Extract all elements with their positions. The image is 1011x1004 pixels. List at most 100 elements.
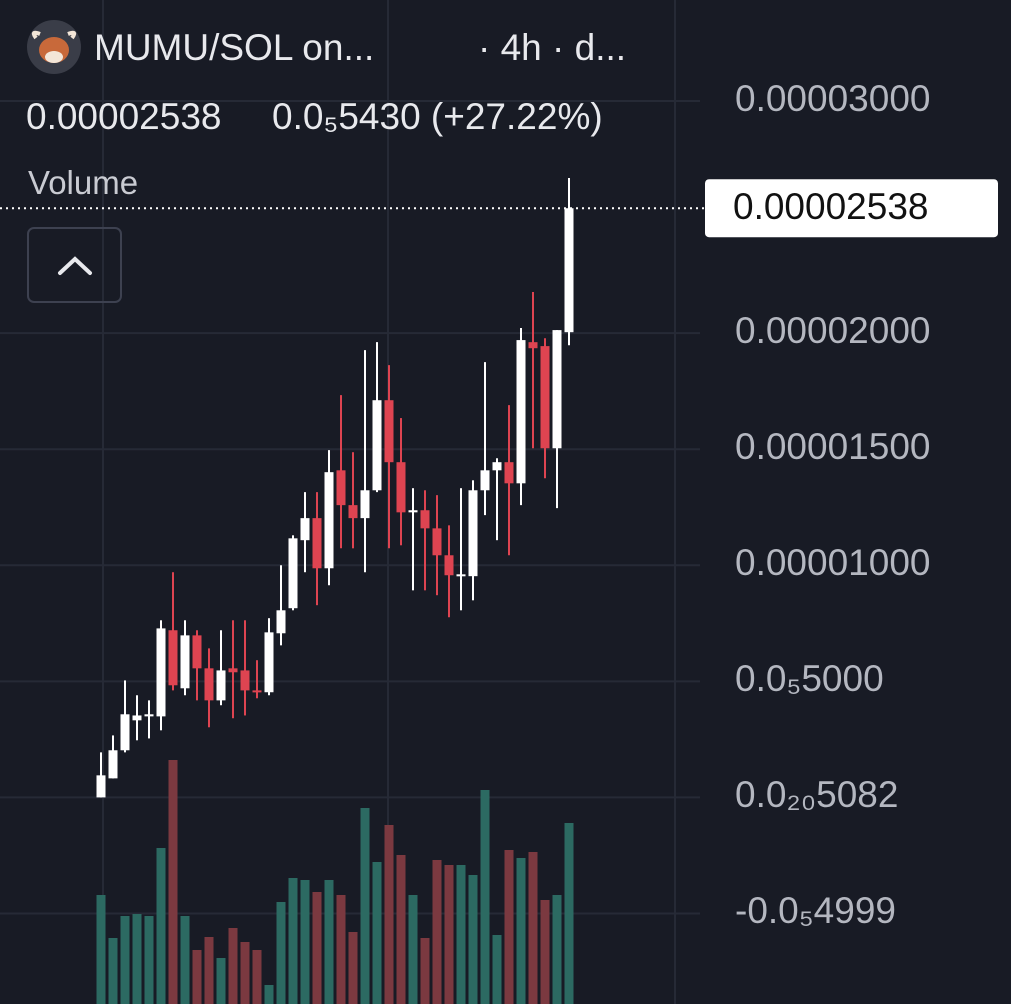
volume-bar (108, 938, 118, 1004)
volume-bar (564, 823, 574, 1004)
volume-bar (156, 848, 166, 1004)
volume-bar (204, 937, 214, 1004)
candle-body (528, 342, 538, 349)
candle-body (504, 462, 514, 484)
candle-body (120, 714, 130, 751)
candle-body (96, 775, 106, 798)
candle-body (468, 490, 478, 577)
volume-bar (180, 916, 190, 1004)
candle-body (372, 400, 382, 491)
last-price-label: 0.00002538 (733, 186, 928, 227)
candle-body (276, 610, 286, 634)
volume-bar (336, 895, 346, 1004)
volume-bar (408, 895, 418, 1004)
volume-bar (396, 855, 406, 1004)
volume-bar (384, 825, 394, 1004)
plot (0, 99, 705, 1004)
volume-bar (360, 808, 370, 1004)
candle-body (144, 714, 154, 717)
volume-bar (240, 942, 250, 1004)
candle-body (552, 330, 562, 449)
candle-body (540, 346, 550, 449)
last-price: 0.00002538 (26, 96, 221, 137)
volume-bar (96, 895, 106, 1004)
volume-bar (300, 880, 310, 1004)
candle-body (288, 538, 298, 609)
volume-bar (348, 932, 358, 1004)
interval: · 4h · d... (478, 27, 626, 68)
price-axis: 0.00003000 0.00002000 0.00001500 0.00001000… (705, 78, 998, 931)
last-price-box (705, 179, 998, 238)
candle-body (456, 574, 466, 577)
volume-bar (132, 914, 142, 1004)
candle-body (240, 670, 250, 691)
candle-body (492, 462, 502, 471)
candle-body (156, 628, 166, 717)
volume-bar (504, 850, 514, 1004)
candle-body (180, 635, 190, 689)
symbol-title: MUMU/SOL on... (94, 27, 374, 68)
volume-bar (372, 862, 382, 1004)
candle-body (420, 510, 430, 529)
volume-bar (540, 900, 550, 1004)
price-change: 0.0₅5430 (+27.22%) (272, 96, 603, 137)
candle-body (336, 470, 346, 506)
candle-body (216, 670, 226, 701)
y-tick-label: 0.00002000 (735, 310, 930, 351)
volume-bar (168, 760, 178, 1004)
candle-body (516, 340, 526, 484)
y-tick-label: 0.00001000 (735, 542, 930, 583)
volume-bar (456, 865, 466, 1004)
volume-bar (288, 878, 298, 1004)
candle-body (300, 518, 310, 541)
volume-bar (528, 852, 538, 1004)
candle-body (192, 635, 202, 669)
candle-body (408, 510, 418, 513)
volume-bar (144, 916, 154, 1004)
candle-body (348, 505, 358, 519)
y-tick-label: 0.00003000 (735, 78, 930, 119)
candle-body (168, 630, 178, 686)
volume-bar (264, 985, 274, 1004)
volume-bar (516, 858, 526, 1004)
candle-body (204, 668, 214, 701)
volume-bar (120, 916, 130, 1004)
candle-body (252, 690, 262, 693)
volume-bar (552, 895, 562, 1004)
collapse-button[interactable] (27, 227, 122, 303)
candle-body (444, 555, 454, 576)
y-tick-label: 0.0₂₀5082 (735, 774, 898, 815)
candle-body (384, 400, 394, 463)
volume-bar (324, 880, 334, 1004)
candle-body (324, 472, 334, 569)
volume-bar (312, 892, 322, 1004)
candle-body (228, 668, 238, 673)
candle-body (264, 632, 274, 693)
volume-label: Volume (28, 164, 138, 201)
volume-bar (276, 902, 286, 1004)
volume-bar (216, 958, 226, 1004)
volume-bar (252, 950, 262, 1004)
volume-bar (432, 860, 442, 1004)
y-tick-label: -0.0₅4999 (735, 890, 896, 931)
volume-bar (192, 950, 202, 1004)
volume-bar (228, 928, 238, 1004)
symbol-icon (27, 20, 81, 74)
candle-body (132, 715, 142, 721)
candle-body (564, 208, 574, 333)
candle-body (480, 470, 490, 491)
candle-body (108, 750, 118, 779)
volume-bar (492, 935, 502, 1004)
volume-bar (480, 790, 490, 1004)
volume-bar (444, 865, 454, 1004)
candle-body (312, 518, 322, 569)
y-tick-label: 0.00001500 (735, 426, 930, 467)
volume-bar (420, 938, 430, 1004)
y-tick-label: 0.0₅5000 (735, 658, 884, 699)
volume-bar (468, 875, 478, 1004)
candle-body (432, 528, 442, 556)
candle-body (396, 462, 406, 513)
candle-body (360, 490, 370, 519)
